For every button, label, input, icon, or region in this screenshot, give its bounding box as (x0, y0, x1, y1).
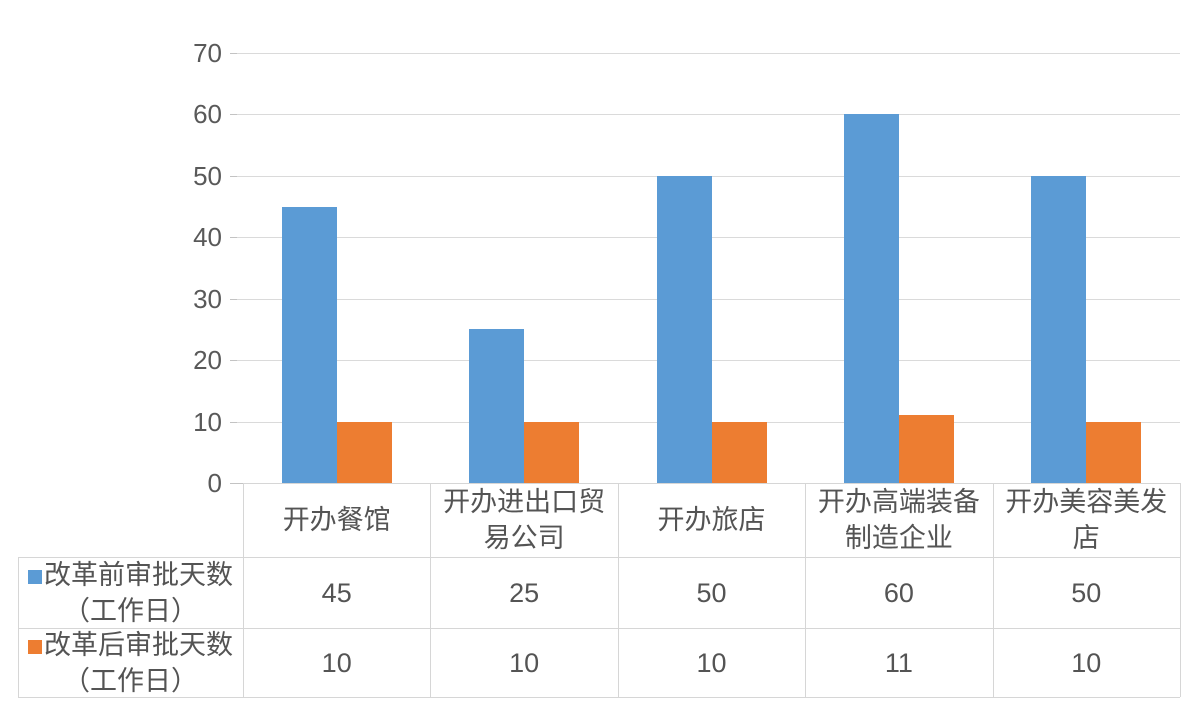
table-border (18, 557, 1180, 558)
value-cell: 10 (1071, 647, 1102, 678)
y-axis-tick-label: 30 (193, 283, 222, 314)
table-border (617, 483, 619, 697)
table-border (1180, 483, 1181, 697)
table-border (805, 483, 807, 697)
table-border (430, 483, 432, 697)
table-border (243, 483, 244, 697)
series-legend-label: 改革前审批天数 （工作日） (28, 557, 233, 629)
y-axis-tick-label: 60 (193, 99, 222, 130)
series-legend-label: 改革后审批天数 （工作日） (28, 627, 233, 699)
y-axis-tick (230, 360, 237, 362)
y-axis-tick (230, 114, 237, 116)
category-cell: 开办进出口贸 易公司 (430, 483, 617, 557)
value-cell: 25 (509, 577, 540, 608)
value-cell: 10 (696, 647, 727, 678)
legend-cell: 改革后审批天数 （工作日） (18, 628, 243, 697)
value-cell: 50 (1071, 577, 1102, 608)
bar (281, 206, 337, 483)
legend-swatch-icon (28, 639, 42, 654)
bar (656, 175, 712, 483)
y-axis-tick (230, 175, 237, 177)
bar (898, 415, 954, 483)
y-axis-tick (230, 421, 237, 423)
value-cell: 45 (321, 577, 352, 608)
category-label: 开办餐馆 (282, 505, 391, 535)
value-cell: 11 (884, 647, 913, 678)
y-axis-tick-label: 0 (207, 468, 222, 498)
y-axis-tick (230, 298, 237, 300)
value-cell: 10 (509, 647, 540, 678)
value-cell: 60 (883, 577, 914, 608)
gridline (236, 53, 1180, 54)
table-border (18, 628, 1180, 629)
value-cell: 10 (321, 647, 352, 678)
bar (1031, 175, 1087, 483)
y-axis-tick (230, 237, 237, 239)
bar (843, 114, 899, 483)
category-cell: 开办餐馆 (243, 483, 430, 557)
y-axis-tick-label: 50 (193, 160, 222, 191)
bar (711, 421, 767, 483)
category-label: 开办美容美发店 (1005, 487, 1168, 553)
bar (336, 421, 392, 483)
legend-swatch-icon (28, 569, 42, 584)
value-cell: 50 (696, 577, 727, 608)
y-axis-tick-label: 70 (193, 38, 222, 68)
bar (469, 329, 525, 483)
category-cell: 开办高端装备 制造企业 (805, 483, 992, 557)
y-axis-tick-label: 20 (193, 345, 222, 376)
table-border (18, 557, 19, 697)
gridline (236, 114, 1180, 116)
bar (524, 421, 580, 483)
y-axis-tick-label: 10 (193, 406, 222, 437)
category-cell: 开办旅店 (618, 483, 805, 557)
legend-cell: 改革前审批天数 （工作日） (18, 557, 243, 628)
category-cell: 开办美容美发店 (993, 483, 1180, 557)
y-axis-tick-label: 40 (193, 222, 222, 253)
y-axis-tick (230, 53, 237, 54)
category-label: 开办旅店 (657, 505, 766, 535)
y-axis-tick (230, 483, 237, 484)
category-label: 开办高端装备 制造企业 (817, 487, 980, 553)
table-border (992, 483, 994, 697)
category-label: 开办进出口贸 易公司 (443, 487, 606, 553)
bar (1086, 421, 1142, 483)
table-border (18, 697, 1180, 698)
table-border (243, 483, 1180, 484)
